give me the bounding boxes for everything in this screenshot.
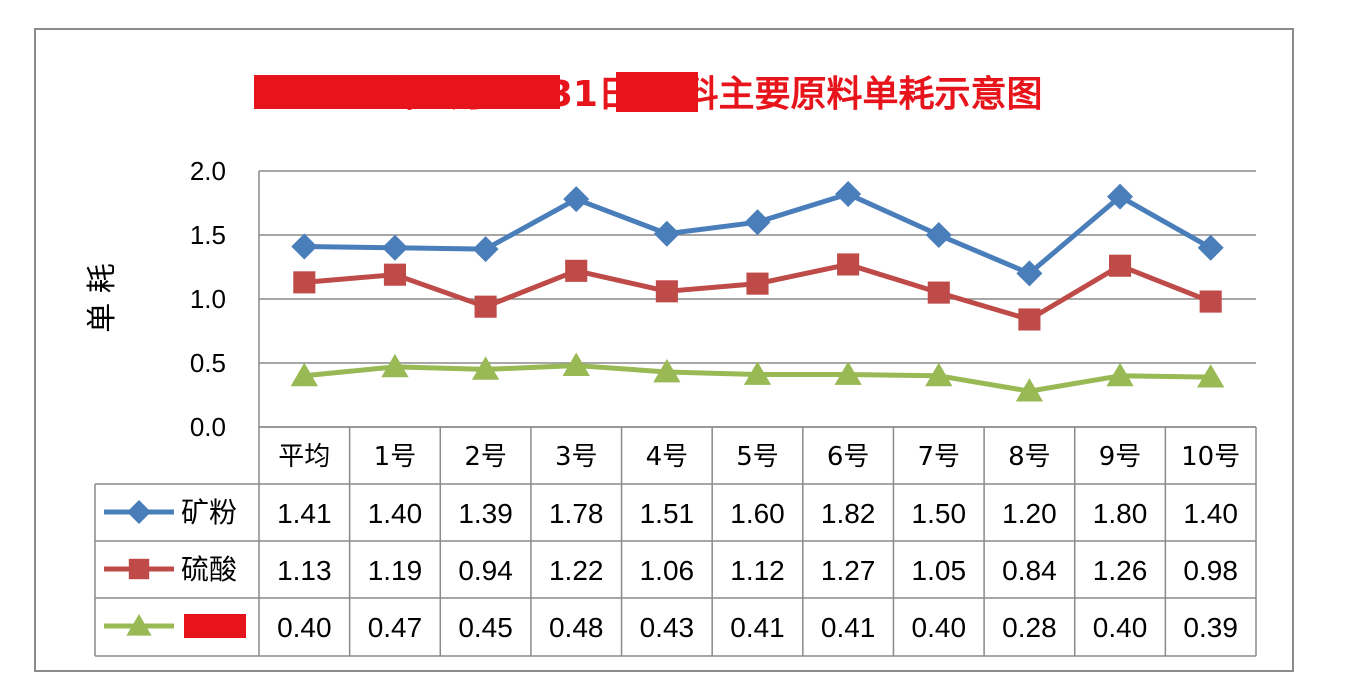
legend-label: 硫酸 xyxy=(181,553,237,586)
chart-title-group: 2018年1月1—31日 原料主要原料单耗示意图 xyxy=(254,72,1042,115)
x-category-label: 3号 xyxy=(555,442,598,472)
square-marker xyxy=(474,295,497,318)
table-cell-value: 1.80 xyxy=(1093,498,1148,529)
table-cell-value: 0.84 xyxy=(1002,555,1057,586)
table-cell-value: 1.20 xyxy=(1002,498,1057,529)
x-category-label: 6号 xyxy=(827,442,870,472)
chart-frame xyxy=(34,28,1294,672)
table-cell-value: 1.51 xyxy=(640,498,695,529)
legend-label-redaction xyxy=(184,614,246,638)
y-axis-title: 单 耗 xyxy=(85,263,120,333)
table-cell-value: 0.94 xyxy=(458,555,513,586)
x-category-label: 2号 xyxy=(464,442,507,472)
table-cell-value: 1.27 xyxy=(821,555,876,586)
table-cell-value: 0.40 xyxy=(1093,612,1148,643)
square-marker xyxy=(1018,308,1041,331)
table-cell-value: 1.39 xyxy=(458,498,513,529)
triangle-marker xyxy=(743,361,772,385)
table-cell-value: 0.47 xyxy=(368,612,423,643)
diamond-marker xyxy=(127,500,151,524)
diamond-marker xyxy=(1016,260,1043,287)
triangle-marker xyxy=(126,614,152,636)
triangle-marker xyxy=(471,356,500,380)
diamond-marker xyxy=(1107,183,1134,210)
triangle-marker xyxy=(925,362,953,387)
triangle-marker xyxy=(1106,362,1134,387)
diamond-marker xyxy=(1197,234,1224,261)
table-cell-value: 0.28 xyxy=(1002,612,1057,643)
table-cell-value: 0.98 xyxy=(1183,555,1238,586)
diamond-marker xyxy=(563,186,590,213)
triangle-marker xyxy=(290,362,318,387)
diamond-marker xyxy=(291,233,318,260)
y-tick-label: 1.0 xyxy=(190,284,226,314)
diamond-marker xyxy=(472,236,499,263)
table-cell-value: 1.13 xyxy=(277,555,332,586)
series-layer xyxy=(290,181,1225,402)
table-cell-value: 0.41 xyxy=(821,612,876,643)
table-cell-value: 1.19 xyxy=(368,555,423,586)
table-cell-value: 1.40 xyxy=(368,498,423,529)
triangle-marker xyxy=(834,361,862,385)
table-cell-value: 1.05 xyxy=(912,555,967,586)
table-cell-value: 0.43 xyxy=(640,612,695,643)
title-redaction-name xyxy=(616,72,698,112)
table-cell-value: 0.40 xyxy=(912,612,967,643)
x-category-label: 4号 xyxy=(646,442,689,472)
square-marker xyxy=(655,280,678,303)
table-cell-value: 1.50 xyxy=(912,498,967,529)
x-category-label: 1号 xyxy=(374,442,417,472)
table-cell-value: 1.60 xyxy=(730,498,785,529)
grid-layer: 0.0 0.5 1.0 1.5 2.0 xyxy=(190,156,1256,442)
y-tick-label: 0.5 xyxy=(190,348,226,378)
x-category-label: 7号 xyxy=(917,442,960,472)
square-marker xyxy=(1199,290,1222,313)
table-cell-value: 0.39 xyxy=(1183,612,1238,643)
table-cell-value: 1.78 xyxy=(549,498,604,529)
triangle-marker xyxy=(653,358,681,383)
diamond-marker xyxy=(925,222,952,248)
square-marker xyxy=(128,558,150,580)
y-tick-label: 1.5 xyxy=(190,220,226,250)
diamond-marker xyxy=(744,209,771,236)
table-cell-value: 1.41 xyxy=(277,498,332,529)
table-cell-value: 0.40 xyxy=(277,612,332,643)
table-cell-value: 0.48 xyxy=(549,612,604,643)
square-marker xyxy=(837,253,860,276)
diamond-marker xyxy=(653,220,680,247)
square-marker xyxy=(565,259,588,282)
square-marker xyxy=(927,281,950,304)
title-redaction-date xyxy=(254,75,560,109)
table-cell-value: 1.22 xyxy=(549,555,604,586)
square-marker xyxy=(746,272,769,295)
y-tick-label: 2.0 xyxy=(190,156,226,186)
table-cell-value: 1.12 xyxy=(730,555,785,586)
square-marker xyxy=(1108,254,1132,277)
diamond-marker xyxy=(381,234,408,261)
x-category-label: 5号 xyxy=(736,442,779,472)
triangle-marker xyxy=(1197,364,1225,388)
x-category-label: 8号 xyxy=(1008,442,1051,472)
y-tick-label: 0.0 xyxy=(190,412,226,442)
table-cell-value: 1.06 xyxy=(640,555,695,586)
triangle-marker xyxy=(381,353,409,378)
table-cell-value: 1.82 xyxy=(821,498,876,529)
x-category-label: 9号 xyxy=(1099,442,1142,472)
table-cell-value: 0.41 xyxy=(730,612,785,643)
square-marker xyxy=(293,271,316,294)
table-cell-value: 0.45 xyxy=(458,612,513,643)
triangle-marker xyxy=(1015,378,1044,402)
table-cell-value: 1.40 xyxy=(1183,498,1238,529)
triangle-marker xyxy=(562,352,590,376)
diamond-marker xyxy=(835,181,862,208)
square-marker xyxy=(383,263,407,286)
table-cell-value: 1.26 xyxy=(1093,555,1148,586)
x-category-label: 10号 xyxy=(1181,442,1240,472)
legend-label: 矿粉 xyxy=(181,496,237,529)
x-category-label: 平均 xyxy=(278,442,330,472)
